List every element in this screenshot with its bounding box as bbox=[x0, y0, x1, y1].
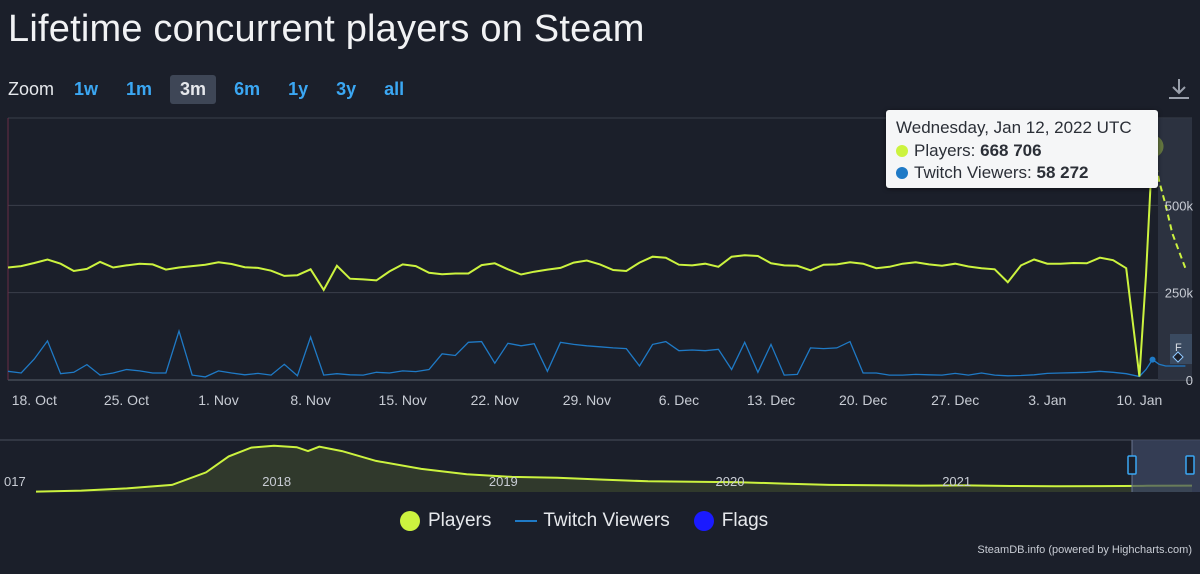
flag-diamond-icon bbox=[1172, 351, 1184, 363]
x-tick-label: 3. Jan bbox=[1028, 392, 1066, 408]
x-tick-label: 27. Dec bbox=[931, 392, 979, 408]
y-tick-label: 250k bbox=[1165, 286, 1194, 301]
x-tick-label: 15. Nov bbox=[379, 392, 427, 408]
legend-twitch-label: Twitch Viewers bbox=[543, 510, 670, 531]
x-tick-label: 29. Nov bbox=[563, 392, 611, 408]
navigator-tick-label: 2020 bbox=[716, 474, 745, 489]
tooltip-twitch-label: Twitch Viewers: bbox=[914, 163, 1037, 182]
hover-band: F bbox=[1158, 118, 1192, 380]
x-tick-label: 13. Dec bbox=[747, 392, 795, 408]
navigator-right-handle bbox=[1185, 455, 1195, 475]
tooltip: Wednesday, Jan 12, 2022 UTC Players: 668… bbox=[886, 110, 1158, 188]
zoom-1y-button[interactable]: 1y bbox=[288, 78, 309, 99]
tooltip-date: Wednesday, Jan 12, 2022 UTC bbox=[896, 118, 1132, 137]
navigator-line-players bbox=[35, 444, 1193, 493]
players-legend-icon bbox=[400, 511, 420, 531]
tooltip-twitch-value: 58 272 bbox=[1036, 163, 1089, 182]
page-title: Lifetime concurrent players on Steam bbox=[8, 8, 645, 50]
y-tick-label: 500k bbox=[1165, 198, 1194, 213]
x-tick-label: 18. Oct bbox=[12, 392, 57, 408]
zoom-all-button[interactable]: all bbox=[384, 78, 405, 99]
legend-players-label: Players bbox=[428, 510, 492, 531]
series-line-players bbox=[7, 146, 1154, 377]
x-axis-ticks: 18. Oct 25. Oct 1. Nov 8. Nov 15. Nov 22. Nov… bbox=[12, 392, 1163, 408]
navigator-tick-label: 2019 bbox=[489, 474, 518, 489]
x-tick-label: 8. Nov bbox=[290, 392, 330, 408]
legend-item-players[interactable]: Players bbox=[400, 510, 491, 532]
zoom-1w-button[interactable]: 1w bbox=[74, 78, 99, 99]
x-tick-label: 1. Nov bbox=[198, 392, 238, 408]
tooltip-players-row: Players: 668 706 bbox=[896, 141, 1042, 161]
x-tick-label: 20. Dec bbox=[839, 392, 887, 408]
zoom-bar: Zoom 1w 1m 3m 6m 1y 3y all bbox=[8, 74, 422, 104]
x-tick-label: 25. Oct bbox=[104, 392, 149, 408]
navigator[interactable]: 017 2018 2019 2020 2021 bbox=[0, 439, 1200, 493]
navigator-tick-label: 2018 bbox=[262, 474, 291, 489]
zoom-1m-button[interactable]: 1m bbox=[126, 78, 153, 99]
zoom-label: Zoom bbox=[8, 78, 55, 99]
twitch-legend-icon bbox=[515, 520, 538, 522]
hover-point-twitch bbox=[1149, 356, 1156, 363]
legend: Players Twitch Viewers Flags bbox=[400, 510, 792, 532]
tooltip-players-value: 668 706 bbox=[980, 141, 1042, 160]
navigator-left-handle bbox=[1127, 455, 1137, 475]
twitch-dot-icon bbox=[896, 167, 908, 179]
navigator-tick-label: 017 bbox=[4, 474, 26, 489]
tooltip-players-label: Players: bbox=[914, 141, 981, 160]
zoom-3m-button[interactable]: 3m bbox=[170, 74, 217, 104]
tooltip-twitch-row: Twitch Viewers: 58 272 bbox=[896, 163, 1089, 183]
credits[interactable]: SteamDB.info (powered by Highcharts.com) bbox=[977, 544, 1192, 556]
x-tick-label: 10. Jan bbox=[1116, 392, 1162, 408]
zoom-6m-button[interactable]: 6m bbox=[234, 78, 261, 99]
flags-legend-icon bbox=[693, 511, 714, 531]
zoom-3y-button[interactable]: 3y bbox=[336, 78, 357, 99]
x-tick-label: 6. Dec bbox=[659, 392, 699, 408]
navigator-area-players bbox=[36, 445, 1192, 492]
legend-item-flags[interactable]: Flags bbox=[693, 510, 769, 532]
download-icon[interactable] bbox=[1166, 76, 1192, 102]
y-tick-label: 0 bbox=[1186, 373, 1193, 388]
flag-marker-label: F bbox=[1175, 342, 1182, 354]
players-dot-icon bbox=[896, 145, 908, 157]
series-line-players-forecast bbox=[1151, 146, 1187, 269]
y-axis-ticks: 0 250k 500k bbox=[1165, 198, 1194, 388]
legend-item-twitch[interactable]: Twitch Viewers bbox=[515, 510, 670, 532]
series-line-twitch bbox=[7, 328, 1186, 378]
x-tick-label: 22. Nov bbox=[471, 392, 519, 408]
navigator-tick-label: 2021 bbox=[942, 474, 971, 489]
legend-flags-label: Flags bbox=[721, 510, 769, 531]
